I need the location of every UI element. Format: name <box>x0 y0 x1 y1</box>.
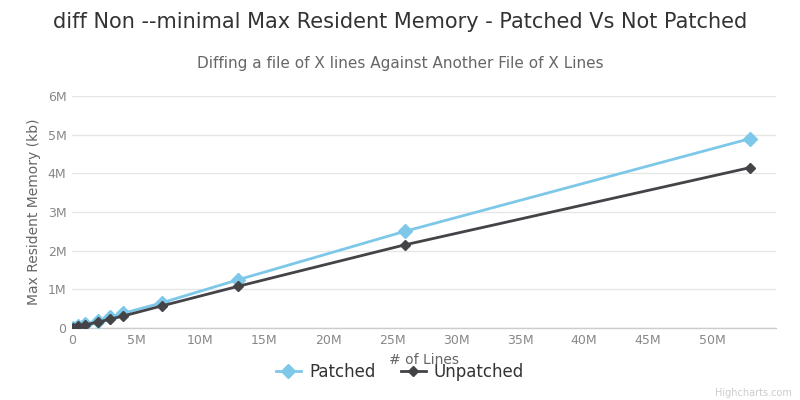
Line: Patched: Patched <box>69 134 755 332</box>
Patched <box>400 229 410 234</box>
Text: Highcharts.com: Highcharts.com <box>715 388 792 398</box>
Unpatched <box>746 165 755 170</box>
Patched <box>93 319 102 324</box>
Patched <box>106 315 115 320</box>
Legend: Patched, Unpatched: Patched, Unpatched <box>269 356 531 388</box>
Unpatched <box>400 242 410 247</box>
Patched <box>69 325 78 330</box>
Text: Diffing a file of X lines Against Another File of X Lines: Diffing a file of X lines Against Anothe… <box>197 56 603 71</box>
Unpatched <box>74 324 83 329</box>
Patched <box>157 300 166 305</box>
Patched <box>746 136 755 141</box>
Text: diff Non --minimal Max Resident Memory - Patched Vs Not Patched: diff Non --minimal Max Resident Memory -… <box>53 12 747 32</box>
Unpatched <box>157 304 166 308</box>
Unpatched <box>234 284 243 289</box>
Patched <box>118 311 128 316</box>
Unpatched <box>106 317 115 322</box>
Patched <box>74 324 83 328</box>
Y-axis label: Max Resident Memory (kb): Max Resident Memory (kb) <box>26 119 41 305</box>
Unpatched <box>80 322 90 327</box>
Unpatched <box>93 320 102 325</box>
Patched <box>80 322 90 326</box>
Patched <box>234 277 243 282</box>
Line: Unpatched: Unpatched <box>70 164 754 331</box>
X-axis label: # of Lines: # of Lines <box>389 354 459 368</box>
Unpatched <box>69 325 78 330</box>
Unpatched <box>118 314 128 318</box>
